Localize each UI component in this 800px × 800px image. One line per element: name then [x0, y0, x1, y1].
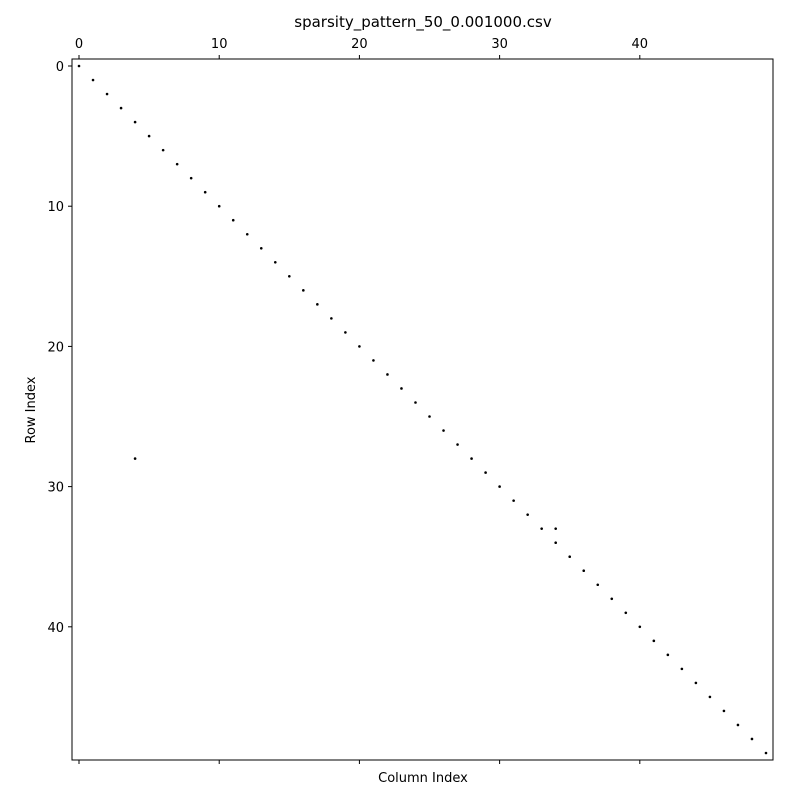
nonzero-point — [316, 303, 319, 306]
nonzero-point — [610, 597, 614, 601]
y-tick-label: 30 — [47, 481, 64, 496]
nonzero-point — [568, 555, 572, 559]
nonzero-point — [596, 583, 600, 587]
nonzero-point — [203, 190, 207, 194]
nonzero-point — [750, 737, 754, 741]
nonzero-point — [358, 345, 361, 348]
nonzero-point — [638, 625, 642, 629]
nonzero-point — [77, 64, 81, 68]
nonzero-point — [736, 723, 740, 727]
plot-frame — [71, 58, 774, 761]
nonzero-point — [133, 457, 137, 460]
nonzero-point — [554, 527, 557, 530]
nonzero-point — [694, 681, 698, 685]
nonzero-point — [119, 106, 123, 110]
nonzero-point — [231, 218, 235, 222]
nonzero-point — [484, 471, 487, 474]
nonzero-point — [133, 120, 137, 124]
points-layer — [77, 64, 768, 755]
nonzero-point — [442, 429, 445, 432]
nonzero-point — [105, 92, 109, 96]
nonzero-point — [540, 527, 543, 530]
nonzero-point — [554, 541, 557, 544]
nonzero-point — [175, 162, 179, 166]
plot-area — [72, 59, 773, 760]
nonzero-point — [302, 289, 305, 292]
nonzero-point — [582, 569, 586, 573]
nonzero-point — [259, 246, 263, 250]
chart-title: sparsity_pattern_50_0.001000.csv — [294, 13, 552, 32]
nonzero-point — [330, 317, 333, 320]
nonzero-point — [666, 653, 670, 657]
nonzero-point — [708, 695, 712, 699]
nonzero-point — [217, 204, 221, 208]
x-tick-label: 20 — [351, 37, 368, 52]
x-axis-label: Column Index — [378, 771, 468, 786]
nonzero-point — [498, 485, 501, 488]
nonzero-point — [512, 499, 515, 502]
y-axis-label: Row Index — [24, 376, 39, 443]
nonzero-point — [456, 443, 459, 446]
nonzero-point — [189, 176, 193, 180]
y-tick-label: 20 — [47, 340, 64, 355]
nonzero-point — [386, 373, 389, 376]
y-tick-label: 40 — [47, 621, 64, 636]
nonzero-point — [161, 148, 165, 152]
nonzero-point — [470, 457, 473, 460]
nonzero-point — [147, 134, 151, 138]
nonzero-point — [414, 401, 417, 404]
x-tick-label: 0 — [75, 37, 83, 52]
nonzero-point — [372, 359, 375, 362]
nonzero-point — [344, 331, 347, 334]
x-tick-label: 40 — [632, 37, 649, 52]
nonzero-point — [624, 611, 628, 615]
nonzero-point — [652, 639, 656, 643]
x-tick-label: 10 — [211, 37, 228, 52]
nonzero-point — [680, 667, 684, 671]
ticks-layer: 0 10 20 30 40 0 10 20 30 40 — [47, 37, 648, 764]
nonzero-point — [722, 709, 726, 713]
nonzero-point — [428, 415, 431, 418]
nonzero-point — [245, 232, 249, 236]
y-tick-label: 10 — [47, 200, 64, 215]
nonzero-point — [526, 513, 529, 516]
nonzero-point — [273, 260, 277, 264]
x-tick-label: 30 — [491, 37, 508, 52]
nonzero-point — [288, 275, 291, 278]
y-tick-label: 0 — [56, 60, 64, 75]
nonzero-point — [764, 751, 768, 755]
nonzero-point — [400, 387, 403, 390]
nonzero-point — [91, 78, 95, 82]
